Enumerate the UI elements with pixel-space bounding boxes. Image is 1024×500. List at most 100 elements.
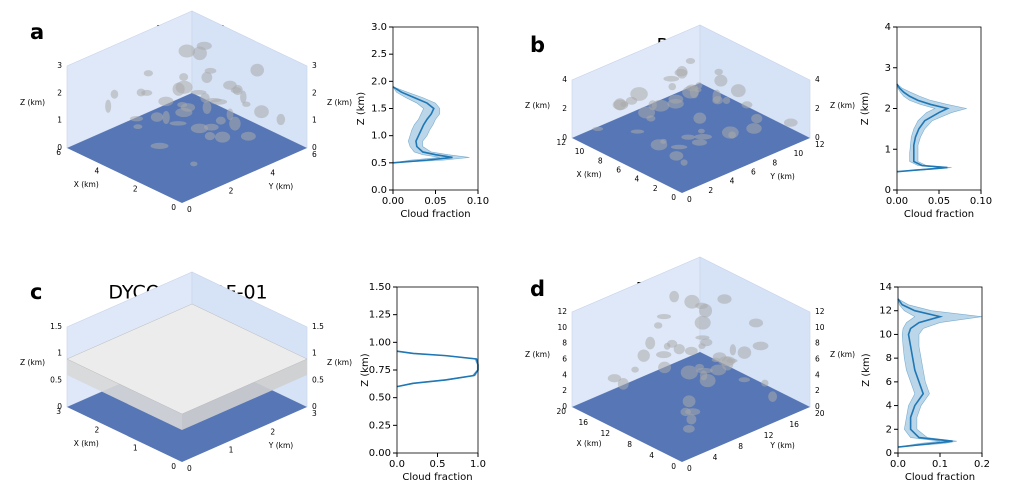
panel-label: b — [530, 33, 545, 57]
render-z-tick: 0 — [312, 143, 317, 152]
cloud — [721, 356, 734, 371]
cloud — [625, 96, 638, 105]
cloud — [680, 365, 698, 380]
render-y-tick: 8 — [738, 442, 743, 451]
render-x-tick: 2 — [133, 185, 138, 194]
render-y-tick: 0 — [187, 205, 192, 214]
cloud — [133, 124, 143, 130]
cloud — [695, 302, 708, 309]
render-x-tick: 8 — [627, 440, 632, 449]
render-z-tick: 0 — [562, 133, 567, 142]
cloud — [175, 80, 193, 94]
cloud — [276, 113, 286, 126]
x-tick-label: 0.10 — [467, 196, 489, 207]
render-z-tick: 2 — [57, 88, 62, 97]
cloud — [190, 90, 207, 95]
y-axis-label: Z (km) — [860, 92, 871, 125]
cloud — [685, 408, 701, 416]
profile-line — [896, 83, 950, 173]
y-tick-label: 0 — [886, 448, 892, 459]
y-tick-label: 4 — [885, 22, 891, 33]
x-axis-label: Cloud fraction — [905, 472, 975, 483]
render-z-tick: 0.5 — [312, 375, 324, 384]
cloud — [746, 123, 762, 134]
profile-line — [396, 350, 479, 388]
y-axis-label: Z (km) — [360, 353, 371, 386]
render-z-tick: 1 — [312, 116, 317, 125]
cloud — [150, 112, 164, 122]
cloud — [592, 126, 604, 131]
cloud — [714, 68, 723, 76]
cloud — [668, 94, 684, 104]
render-x-tick: 3 — [56, 407, 61, 416]
render-z-tick: 12 — [557, 307, 567, 316]
y-tick-label: 0.0 — [371, 185, 387, 196]
cloud — [143, 70, 153, 77]
render-z-tick: 1 — [312, 349, 317, 358]
cloud — [150, 142, 169, 149]
y-tick-label: 12 — [879, 306, 892, 317]
x-tick-label: 0.1 — [932, 459, 948, 470]
y-tick-label: 1.50 — [369, 282, 391, 293]
cloud — [694, 315, 711, 330]
cloud — [741, 101, 753, 109]
cloud — [158, 96, 174, 107]
y-tick-label: 14 — [879, 282, 892, 293]
render-z-tick: 3 — [312, 61, 317, 70]
x-tick-label: 0.5 — [430, 459, 446, 470]
cloud — [250, 63, 265, 77]
render-x-label: X (km) — [74, 439, 99, 448]
cloud — [694, 134, 712, 140]
render-y-tick: 1 — [229, 446, 234, 455]
x-tick-label: 0.10 — [970, 196, 992, 207]
render-z-tick: 0 — [312, 402, 317, 411]
render-z-label: Z (km) — [20, 98, 45, 107]
spread-band — [392, 86, 470, 164]
cloud — [645, 336, 656, 350]
x-tick-label: 1.0 — [470, 459, 486, 470]
cloud — [714, 74, 728, 87]
cloud — [682, 395, 696, 408]
render-z-tick: 1.5 — [50, 322, 62, 331]
render-y-label: Y (km) — [268, 182, 294, 191]
cloud — [620, 101, 629, 107]
cloud — [722, 96, 731, 105]
y-tick-label: 2.0 — [371, 76, 387, 87]
cloud — [673, 343, 685, 355]
render-y-tick: 2 — [708, 186, 713, 195]
cloud — [674, 68, 688, 77]
render-y-tick: 4 — [713, 453, 718, 462]
cloud — [711, 357, 720, 363]
cloud — [695, 335, 710, 340]
cloud — [631, 366, 639, 373]
y-tick-label: 2 — [885, 104, 891, 115]
cloud — [680, 159, 688, 166]
render-z-tick: 4 — [562, 75, 567, 84]
render-y-label: Y (km) — [769, 172, 795, 181]
x-tick-label: 0.05 — [424, 196, 446, 207]
cloud — [783, 118, 798, 127]
cloud — [658, 361, 672, 374]
cloud — [670, 144, 688, 150]
floor — [572, 352, 810, 462]
render-z-tick: 8 — [815, 339, 820, 348]
panel-label: d — [530, 277, 545, 301]
y-tick-label: 1.00 — [369, 337, 391, 348]
cloud — [752, 341, 769, 351]
cloud — [630, 129, 645, 134]
y-tick-label: 8 — [886, 353, 892, 364]
render-z-tick: 4 — [815, 75, 820, 84]
cloud — [683, 424, 695, 433]
cloud — [729, 344, 737, 356]
render-x-tick: 2 — [653, 184, 658, 193]
cloud — [204, 123, 219, 131]
render-z-tick: 10 — [815, 323, 825, 332]
render-y-tick: 8 — [772, 158, 777, 167]
render-z-label: Z (km) — [830, 101, 855, 110]
cloud — [660, 138, 667, 144]
cloud — [190, 161, 198, 167]
y-tick-label: 1.25 — [369, 310, 391, 321]
cloud-layer — [66, 303, 308, 415]
cloud — [105, 99, 112, 113]
spread-band — [896, 83, 967, 172]
